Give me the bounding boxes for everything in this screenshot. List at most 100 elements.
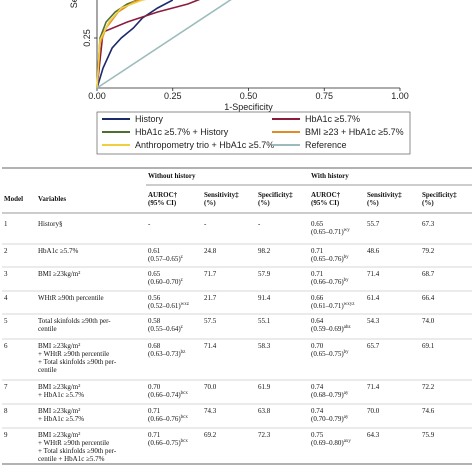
ci-range: (0.59–0.69) bbox=[311, 325, 344, 333]
variable: + WHtR ≥90th percentile bbox=[38, 350, 109, 358]
auroc-value: 0.64 bbox=[311, 317, 324, 325]
cell: 70.0 bbox=[367, 407, 380, 415]
x-tick-label: 1.00 bbox=[391, 91, 409, 101]
group-header: Without history bbox=[148, 172, 196, 180]
column-header: (%) bbox=[367, 199, 379, 207]
column-header: Model bbox=[4, 195, 23, 203]
cell: 69.1 bbox=[422, 342, 435, 350]
auroc-ci: (0.59–0.69)abz bbox=[311, 325, 351, 333]
column-header: (95% CI) bbox=[148, 199, 177, 207]
superscript: bcx bbox=[181, 391, 189, 396]
superscript: by bbox=[344, 278, 350, 283]
superscript: axy bbox=[344, 439, 352, 444]
cell: 71.4 bbox=[204, 342, 217, 350]
superscript: bcx bbox=[181, 439, 189, 444]
cell: 74.3 bbox=[204, 407, 217, 415]
x-tick-label: 0.00 bbox=[88, 91, 106, 101]
auroc-value: 0.71 bbox=[148, 431, 161, 439]
auroc-value: 0.71 bbox=[311, 247, 324, 255]
ci-range: (0.63–0.73) bbox=[148, 350, 181, 358]
ci-range: (0.55–0.64) bbox=[148, 325, 181, 333]
auroc-ci: (0.52–0.61)wxz bbox=[148, 302, 190, 310]
cell: 70.0 bbox=[204, 383, 217, 391]
auroc-value: 0.68 bbox=[148, 342, 161, 350]
auroc-value: 0.74 bbox=[311, 407, 324, 415]
column-header: AUROC† bbox=[148, 191, 178, 199]
cell: 65.7 bbox=[367, 342, 380, 350]
ci-range: (0.66–0.75) bbox=[148, 439, 181, 447]
cell: 61.9 bbox=[258, 383, 271, 391]
superscript: bz bbox=[181, 350, 187, 355]
column-header: (%) bbox=[258, 199, 270, 207]
roc-curve bbox=[96, 0, 142, 89]
auroc-ci: (0.66–0.74)bcx bbox=[148, 391, 188, 399]
cell: - bbox=[258, 220, 261, 228]
variable: BMI ≥23kg/m² bbox=[38, 270, 80, 278]
superscript: bcx bbox=[181, 415, 189, 420]
cell: 63.8 bbox=[258, 407, 271, 415]
cell: 61.4 bbox=[367, 294, 380, 302]
cell: 74.0 bbox=[422, 317, 435, 325]
auroc-ci: (0.63–0.73)bz bbox=[148, 350, 186, 358]
superscript: z bbox=[181, 255, 184, 260]
variable: + HbA1c ≥5.7% bbox=[38, 391, 84, 399]
superscript: wy bbox=[344, 228, 351, 233]
cell: 79.2 bbox=[422, 247, 435, 255]
ci-range: (0.60–0.70) bbox=[148, 278, 181, 286]
auroc-ci: (0.65–0.75)by bbox=[311, 350, 349, 358]
cell: 91.4 bbox=[258, 294, 271, 302]
superscript: by bbox=[344, 255, 350, 260]
ci-range: (0.68–0.79) bbox=[311, 391, 344, 399]
variable: BMI ≥23kg/m² bbox=[38, 342, 80, 350]
model-number: 1 bbox=[4, 220, 8, 228]
cell: 55.7 bbox=[367, 220, 380, 228]
superscript: ay bbox=[344, 415, 349, 420]
variable: BMI ≥23kg/m² bbox=[38, 431, 80, 439]
variable: History§ bbox=[38, 220, 63, 228]
variable: HbA1c ≥5.7% bbox=[38, 247, 79, 255]
variable: centile bbox=[38, 366, 57, 374]
column-header: Sensitivity‡ bbox=[204, 191, 239, 199]
variable: centile bbox=[38, 325, 57, 333]
model-number: 5 bbox=[4, 317, 8, 325]
roc-curve bbox=[96, 0, 232, 89]
auroc-value: 0.70 bbox=[148, 383, 161, 391]
auroc-value: 0.65 bbox=[311, 220, 324, 228]
x-axis-label: 1-Specificity bbox=[224, 102, 273, 112]
superscript: wxz bbox=[181, 302, 190, 307]
x-tick-label: 0.25 bbox=[164, 91, 182, 101]
model-number: 2 bbox=[4, 247, 8, 255]
legend-label: Reference bbox=[305, 140, 347, 150]
model-number: 7 bbox=[4, 383, 8, 391]
roc-curve bbox=[96, 0, 140, 89]
auroc-ci: (0.66–0.75)bcx bbox=[148, 439, 188, 447]
variable: BMI ≥23kg/m² bbox=[38, 383, 80, 391]
auroc-value: 0.56 bbox=[148, 294, 161, 302]
ci-range: (0.66–0.76) bbox=[148, 415, 181, 423]
ci-range: (0.70–0.79) bbox=[311, 415, 344, 423]
ci-range: (0.65–0.75) bbox=[311, 350, 344, 358]
group-header: With history bbox=[311, 172, 349, 180]
auroc-ci: (0.65–0.76)by bbox=[311, 255, 349, 263]
auroc-ci: (0.66–0.76)by bbox=[311, 278, 349, 286]
cell: 71.7 bbox=[204, 270, 217, 278]
column-header: (%) bbox=[204, 199, 216, 207]
y-tick-label: 0.25 bbox=[82, 29, 92, 47]
cell: 98.2 bbox=[258, 247, 271, 255]
cell: 71.4 bbox=[367, 270, 380, 278]
ci-range: (0.65–0.71) bbox=[311, 228, 344, 236]
cell: 58.3 bbox=[258, 342, 271, 350]
variable: BMI ≥23kg/m² bbox=[38, 407, 80, 415]
column-header: AUROC† bbox=[311, 191, 341, 199]
ci-range: (0.61–0.71) bbox=[311, 302, 344, 310]
auroc-value: 0.70 bbox=[311, 342, 324, 350]
variable: + HbA1c ≥5.7% bbox=[38, 415, 84, 423]
column-header: (95% CI) bbox=[311, 199, 340, 207]
auroc-ci: (0.55–0.64)z bbox=[148, 325, 184, 333]
column-header: Variables bbox=[38, 195, 66, 203]
x-tick-label: 0.50 bbox=[240, 91, 258, 101]
auroc-ci: (0.68–0.79)ay bbox=[311, 391, 349, 399]
cell: - bbox=[204, 220, 207, 228]
cell: 55.1 bbox=[258, 317, 271, 325]
superscript: z bbox=[181, 325, 184, 330]
